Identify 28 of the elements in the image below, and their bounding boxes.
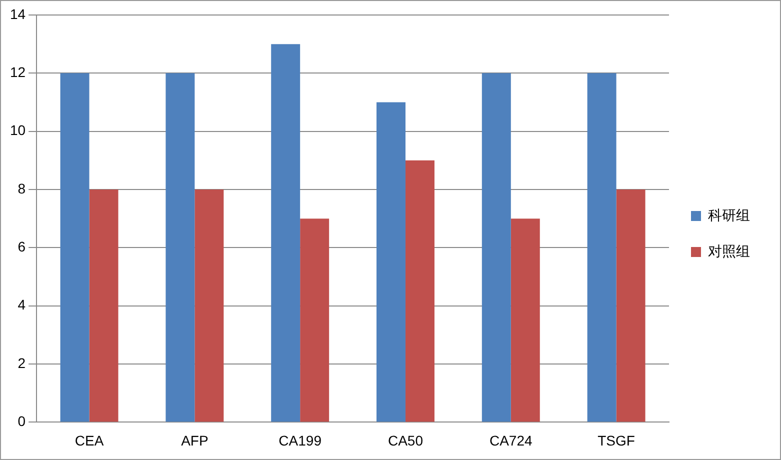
y-tick-label: 14 xyxy=(10,6,26,22)
y-tick-label: 12 xyxy=(10,64,26,80)
bar xyxy=(271,44,300,422)
bar xyxy=(89,190,118,422)
bar xyxy=(60,73,90,422)
bar xyxy=(587,73,616,422)
bar xyxy=(300,218,330,422)
legend-label: 对照组 xyxy=(708,242,750,259)
bar xyxy=(510,218,540,422)
y-tick-label: 4 xyxy=(18,296,26,313)
x-tick-label: CEA xyxy=(74,432,104,448)
bar xyxy=(166,73,195,422)
x-tick-label: CA724 xyxy=(489,432,533,448)
y-tick-label: 6 xyxy=(18,238,26,255)
y-tick-label: 0 xyxy=(18,413,26,430)
x-tick-label: CA199 xyxy=(278,432,322,448)
y-tick-label: 10 xyxy=(10,122,26,138)
x-tick-label: CA50 xyxy=(388,432,424,448)
bar xyxy=(376,102,406,422)
x-tick-label: AFP xyxy=(181,432,208,448)
bar xyxy=(482,73,511,422)
x-tick-label: TSGF xyxy=(598,432,635,448)
bar xyxy=(616,190,646,422)
bar xyxy=(405,160,434,422)
y-tick-label: 8 xyxy=(18,180,26,196)
bar xyxy=(194,190,224,422)
legend-label: 科研组 xyxy=(708,206,750,223)
y-tick-label: 2 xyxy=(18,354,26,371)
